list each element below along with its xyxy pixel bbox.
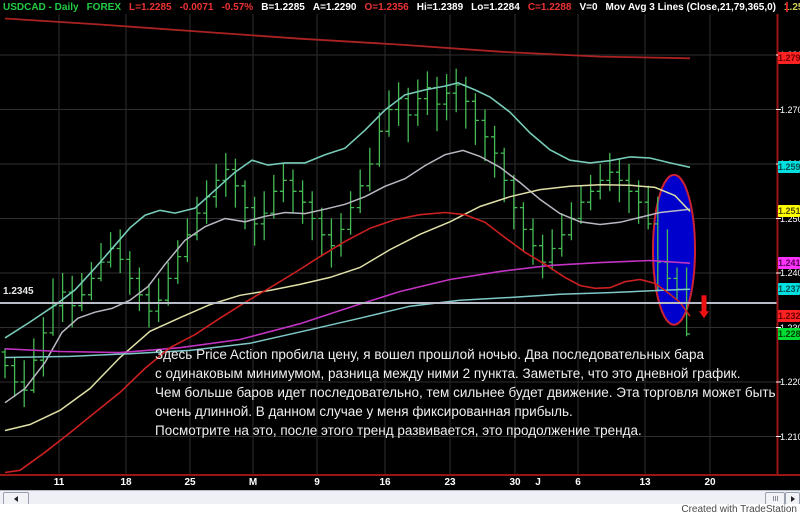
price-chart-canvas[interactable]	[0, 14, 800, 476]
horizontal-scrollbar[interactable]	[0, 490, 800, 505]
x-tick-label: 6	[575, 477, 581, 488]
grip-dots-icon	[772, 496, 774, 501]
x-tick-label: 25	[184, 477, 196, 488]
trade-note-line: Чем больше баров идет последовательно, т…	[155, 385, 776, 400]
horizontal-line-price-label: 1.2345	[3, 286, 34, 297]
ma-yellow-line	[4, 183, 691, 432]
x-tick-label: J	[535, 477, 541, 488]
y-tick-label: 1.2200	[780, 377, 800, 387]
header-item: B=1.2285	[261, 1, 305, 13]
y-tick-label: 1.2100	[780, 432, 800, 442]
header-item: V=0	[579, 1, 598, 13]
price-badge: 1.2594	[778, 161, 800, 173]
header-item: Lo=1.2284	[471, 1, 520, 13]
time-axis: 11 18 25 M 9 16 23 30 J 6 13 20	[0, 476, 777, 490]
grip-dots-icon	[776, 496, 778, 501]
x-tick-label: 13	[639, 477, 651, 488]
x-tick-label: 18	[120, 477, 132, 488]
price-badge: 1.2513	[778, 205, 800, 217]
header-cursor-mark	[786, 2, 788, 12]
ma-cyan-line	[4, 288, 691, 359]
trade-note-line: с одинаковым минимумом, разница между ни…	[155, 366, 741, 381]
x-tick-label: 9	[314, 477, 320, 488]
header-item: 1.2513	[784, 1, 800, 13]
trade-note-text: Здесь Price Action пробила цену, я вошел…	[155, 345, 776, 440]
ma-365-slow-line	[4, 17, 691, 60]
x-tick-label: 30	[509, 477, 521, 488]
price-badge: 1.2794	[778, 52, 800, 64]
header-item: Mov Avg 3 Lines (Close,21,79,365,0)	[605, 1, 776, 13]
header-item: O=1.2356	[364, 1, 409, 13]
down-arrow-icon	[699, 295, 709, 319]
price-badge: 1.2370	[778, 283, 800, 295]
ma-21-gray-line	[4, 149, 691, 404]
price-badge: 1.2418	[778, 257, 800, 269]
ma-magenta-line	[4, 259, 691, 354]
header-item: -0.57%	[221, 1, 254, 13]
right-arrow-icon	[790, 495, 795, 502]
y-tick-label: 1.2500	[780, 214, 800, 224]
grip-dots-icon	[774, 496, 776, 501]
x-tick-label: 11	[53, 477, 65, 488]
price-axis: 1.28001.27001.26001.25001.24001.23001.22…	[777, 14, 800, 476]
header-item: L=1.2285	[129, 1, 172, 13]
footer-credit: Created with TradeStation	[0, 504, 800, 516]
chart-area: 1.2345 Здесь Price Action пробила цену, …	[0, 14, 800, 490]
x-tick-label: 20	[704, 477, 716, 488]
left-arrow-icon	[14, 495, 18, 502]
y-tick-label: 1.2400	[780, 268, 800, 278]
trade-note-line: Здесь Price Action пробила цену, я вошел…	[155, 347, 705, 362]
ma-79-red-line	[4, 211, 691, 474]
trade-note-line: Посмотрите на это, после этого тренд раз…	[155, 423, 642, 438]
quote-header: USDCAD - Daily FOREX L=1.2285 -0.0071 -0.57%…	[0, 0, 800, 14]
header-item: FOREX	[86, 1, 122, 13]
ohlc-bars	[1, 68, 691, 408]
header-item: USDCAD - Daily	[3, 1, 79, 13]
header-item: Hi=1.2389	[416, 1, 464, 13]
header-item: -0.0071	[179, 1, 214, 13]
ma-21-teal-line	[4, 81, 691, 339]
price-badge: 1.2288	[778, 328, 800, 340]
header-item: A=1.2290	[312, 1, 357, 13]
y-tick-label: 1.2700	[780, 105, 800, 115]
x-tick-label: 16	[379, 477, 391, 488]
trade-note-line: очень длинной. В данном случае у меня фи…	[155, 404, 573, 419]
x-tick-label: 23	[444, 477, 456, 488]
header-item: C=1.2288	[527, 1, 572, 13]
x-tick-label: M	[248, 477, 258, 488]
